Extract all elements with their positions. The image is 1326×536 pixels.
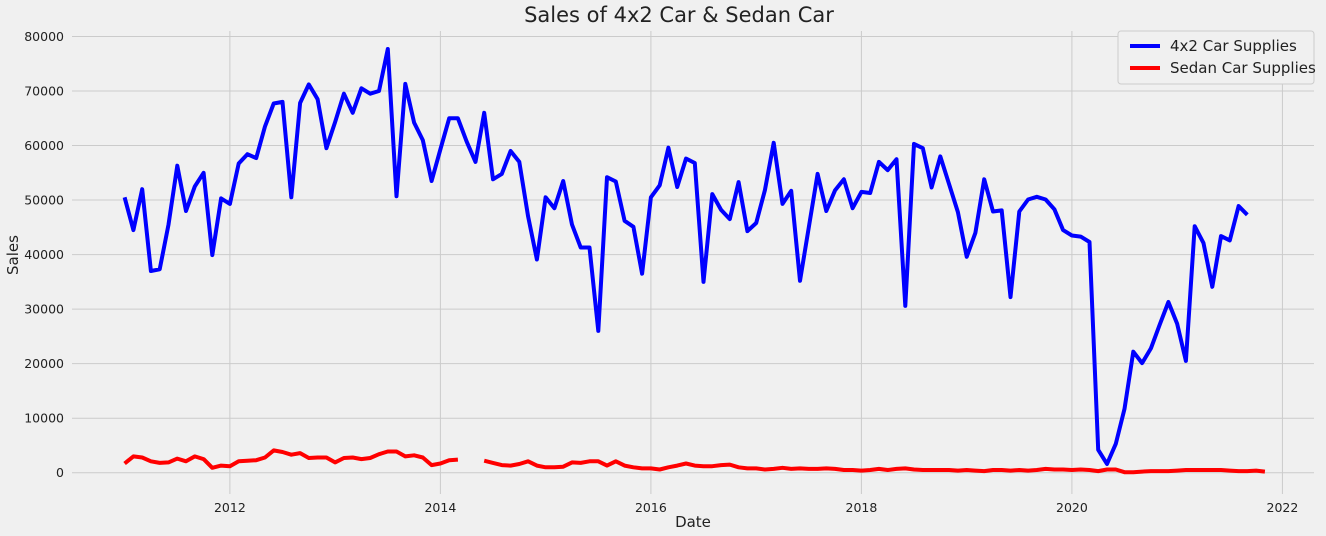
- y-axis-label: Sales: [4, 235, 22, 275]
- x-tick-label: 2012: [214, 500, 246, 515]
- legend-label-4x2: 4x2 Car Supplies: [1170, 37, 1297, 55]
- x-tick-label: 2016: [635, 500, 667, 515]
- series-line-4x2-car-supplies: [122, 47, 1249, 466]
- y-tick-label: 40000: [24, 247, 64, 262]
- y-tick-label: 0: [56, 465, 64, 480]
- y-tick-label: 70000: [24, 83, 64, 98]
- series-line-sedan-car-supplies: [123, 448, 1266, 475]
- chart-title: Sales of 4x2 Car & Sedan Car: [524, 3, 834, 27]
- y-tick-label: 30000: [24, 302, 64, 317]
- y-tick-label: 20000: [24, 356, 64, 371]
- x-axis-ticks: 2012 2014 2016 2018 2020 2022: [214, 500, 1298, 515]
- legend-box: [1117, 30, 1315, 85]
- x-axis-label: Date: [675, 513, 711, 531]
- y-axis-ticks: 0 10000 20000 30000 40000 50000 60000 70000 8000…: [24, 29, 64, 480]
- grid-lines: [72, 31, 1314, 494]
- legend-label-sedan: Sedan Car Supplies: [1170, 59, 1316, 77]
- series-lines: [122, 47, 1266, 475]
- x-tick-label: 2020: [1056, 500, 1088, 515]
- x-tick-label: 2018: [846, 500, 878, 515]
- y-tick-label: 80000: [24, 29, 64, 44]
- y-tick-label: 10000: [24, 411, 64, 426]
- x-tick-label: 2022: [1267, 500, 1299, 515]
- x-tick-label: 2014: [424, 500, 456, 515]
- y-tick-label: 50000: [24, 193, 64, 208]
- legend: 4x2 Car Supplies Sedan Car Supplies: [1117, 30, 1316, 85]
- y-tick-label: 60000: [24, 138, 64, 153]
